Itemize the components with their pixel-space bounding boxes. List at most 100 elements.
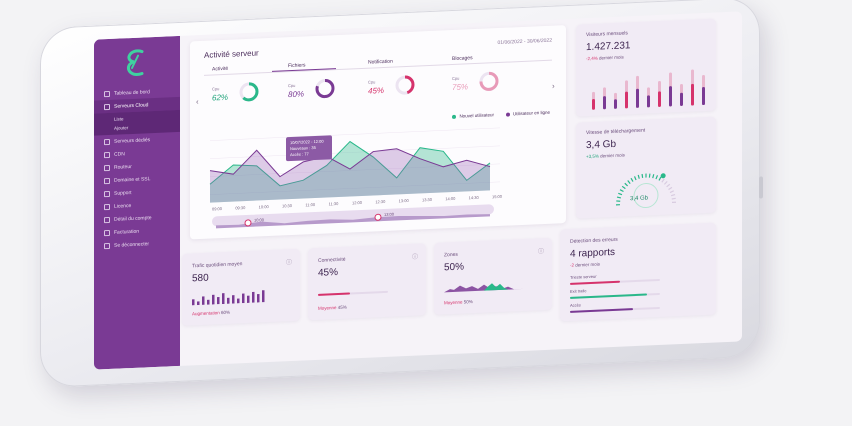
card-value: 4 rapports [570,246,616,260]
gauge-tick [668,186,673,191]
traffic-bar [237,298,240,304]
error-item-label: Exit trafic [570,288,587,294]
tab-activity[interactable]: Activité [212,65,229,73]
info-icon[interactable]: ⓘ [411,254,418,261]
x-tick-label: 09:30 [235,205,246,211]
sidebar-item-label: Tableau de bord [114,88,150,97]
error-detection-card: Détection des erreurs 4 rapports -2 dern… [560,222,716,322]
invoice-icon [104,229,110,236]
connectivity-card: Connectivité 45% ⓘ Moyenne 45% [308,243,426,321]
x-tick-label: 10:30 [282,202,293,209]
chevron-left-icon[interactable]: ‹ [196,97,199,107]
footer-label: Moyenne [444,299,463,306]
activity-area-chart [209,127,500,203]
grid-line [210,181,500,195]
chart-tooltip: 10/07/2022 - 12:00 Nouveaux : 35 Accès :… [286,135,332,162]
server-icon [104,138,110,145]
date-range-picker[interactable]: 01/06/2022 - 30/06/2022 [497,37,553,47]
visitors-bar [658,91,661,107]
kpi-donut [479,71,499,91]
kpi-label: Cpu [288,82,296,89]
info-icon[interactable]: ⓘ [537,248,544,256]
kpi-label: Cpu [212,86,220,92]
x-tick-label: 12:30 [375,198,386,205]
kpi-notification: Cpu 45% [368,72,448,101]
sidebar-item-label: Serveurs dédiés [114,136,151,145]
visitors-bar [669,86,672,107]
series-online-users-line [209,148,491,178]
card-title: Vitesse de téléchargement [586,127,646,137]
kpi-blocks: Cpu 75% [452,69,532,98]
x-tick-label: 13:00 [398,197,409,204]
slider-handle-start[interactable] [244,219,252,227]
error-item-bar [570,292,660,299]
gauge-tick [655,175,659,180]
delta-text: dernier mois [575,261,601,268]
time-range-slider[interactable]: 10:00 13:00 [212,204,494,229]
progress-fill [570,308,633,313]
card-value: 1.427.231 [586,40,631,54]
progress-fill [318,292,350,296]
tooltip-line: Accès : 77 [290,151,309,158]
card-footer: Moyenne 45% [318,305,347,311]
tablet-screen: Tableau de bord Serveurs Cloud Liste Ajo… [94,11,742,370]
x-tick-label: 13:30 [422,196,433,203]
gauge-tick [637,174,640,179]
logout-icon [104,242,110,249]
gauge-tick [658,176,662,181]
error-item-label: Accès [570,302,581,308]
legend-label: Nouvel utilisateur [459,112,494,119]
gauge-tick [671,197,676,200]
gauge-indicator [660,173,666,179]
slider-start-label: 10:00 [254,217,265,223]
gauge-tick [669,190,674,194]
slider-minimap [216,213,490,229]
speed-gauge [616,173,676,209]
traffic-bar [262,290,265,303]
traffic-bar [247,295,250,303]
card-title: Détection des erreurs [570,236,618,245]
traffic-bar [217,296,220,305]
card-footer: Augmentation 60% [192,310,230,317]
slider-handle-end[interactable] [374,213,382,221]
footer-value: 45% [337,304,347,310]
chevron-right-icon[interactable]: › [552,81,555,91]
traffic-bar [257,294,260,303]
series-new-users-area [210,141,490,203]
gauge-tick [616,196,622,199]
sidebar-item-label: Support [114,189,132,197]
kpi-value: 80% [288,89,305,100]
cloud-icon [104,103,110,110]
footer-label: Moyenne [318,305,337,311]
delta-value: -2,4% [586,55,598,62]
kpi-activity: Cpu 62% [212,79,292,108]
gauge-tick [621,185,626,190]
gauge-tick [627,180,631,184]
traffic-bar [232,295,235,304]
support-icon [104,190,110,197]
delta-value: -2 [570,262,575,268]
card-delta: -2 dernier mois [570,262,600,268]
gauge-tick [652,174,655,179]
traffic-bar [227,297,230,304]
card-title: Trafic quotidien moyen [192,261,243,270]
tab-files[interactable]: Fichiers [288,62,306,70]
traffic-bar [212,294,215,305]
card-value: 45% [318,266,339,279]
grid-line [210,163,500,177]
info-icon[interactable]: ⓘ [285,259,292,267]
gauge-tick [663,180,668,185]
sidebar-item-label: Licence [114,202,132,210]
sidebar-item-logout[interactable]: Se déconnecter [94,236,180,253]
kpi-files: Cpu 80% [288,76,368,105]
x-tick-label: 09:00 [212,206,223,212]
x-tick-label: 12:00 [352,199,363,206]
error-item-bar [570,278,660,285]
tab-notification[interactable]: Notification [368,58,393,66]
gauge-tick [670,193,676,197]
tab-blocks[interactable]: Blocages [452,55,473,63]
gauge-tick [616,200,621,202]
tablet-side-button [759,176,763,199]
sidebar-item-label: Routeur [114,163,132,171]
